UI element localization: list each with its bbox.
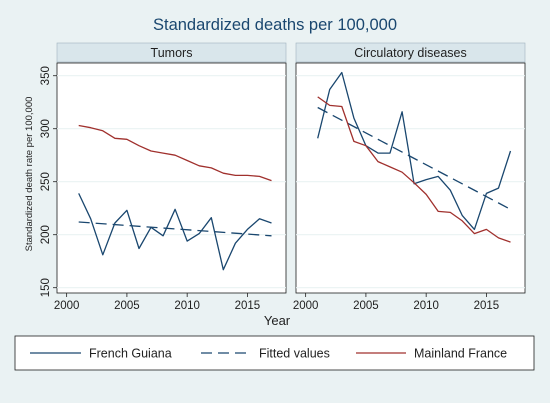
chart-title: Standardized deaths per 100,000 xyxy=(153,16,397,34)
x-tick-label: 2015 xyxy=(235,300,261,312)
y-axis-ticks: 150 200 250 300 350 xyxy=(40,66,57,297)
y-tick-label: 350 xyxy=(40,66,52,85)
y-tick-label: 200 xyxy=(40,225,52,244)
x-tick-label: 2000 xyxy=(54,300,80,312)
series-line-mainland-france xyxy=(78,124,272,182)
x-tick-label: 2010 xyxy=(174,300,200,312)
panel-strip xyxy=(295,42,526,63)
series-line-fitted-values xyxy=(317,106,511,210)
panel-strip xyxy=(56,42,287,63)
plot-area xyxy=(295,62,526,294)
panel-title: Tumors xyxy=(151,46,193,60)
x-tick-label: 2010 xyxy=(413,300,439,312)
x-axis-label: Year xyxy=(264,313,291,328)
series-line-french-guiana xyxy=(78,193,272,271)
panel-0: Tumors 2000 2005 2010 2015 xyxy=(54,42,287,312)
legend-label: Mainland France xyxy=(414,347,507,361)
y-tick-label: 150 xyxy=(40,278,52,297)
legend-label: Fitted values xyxy=(259,347,330,361)
y-tick-label: 250 xyxy=(40,172,52,191)
legend-label: French Guiana xyxy=(89,347,172,361)
plot-area xyxy=(56,62,287,294)
legend: French Guiana Fitted values Mainland Franc… xyxy=(14,335,535,371)
x-tick-label: 2000 xyxy=(293,300,319,312)
series-line-mainland-france xyxy=(317,96,511,243)
y-axis-label: Standardized death rate per 100,000 xyxy=(24,97,35,252)
panel-title: Circulatory diseases xyxy=(354,46,467,60)
x-tick-label: 2015 xyxy=(474,300,500,312)
y-tick-label: 300 xyxy=(40,119,52,138)
legend-box xyxy=(14,335,535,371)
series-line-french-guiana xyxy=(317,71,512,231)
x-tick-label: 2005 xyxy=(353,300,379,312)
panel-1: Circulatory diseases 2000 2005 2010 2015 xyxy=(293,42,526,312)
series-line-fitted-values xyxy=(78,221,272,237)
x-tick-label: 2005 xyxy=(114,300,140,312)
